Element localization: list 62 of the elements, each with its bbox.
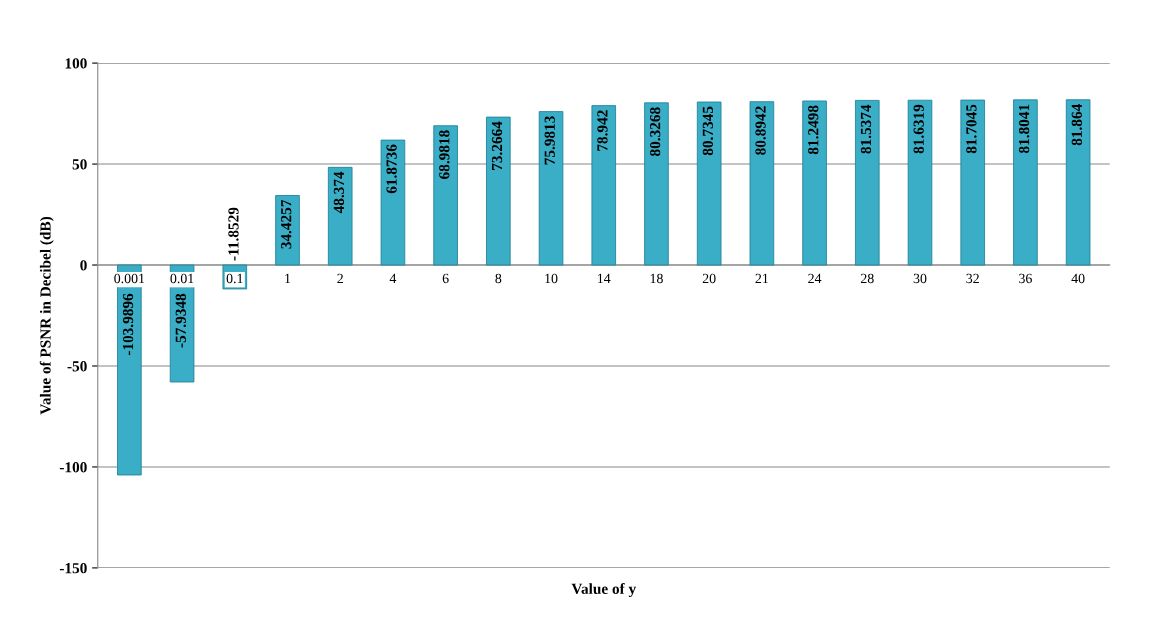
data-label: 80.7345 [702, 106, 714, 156]
bar [855, 99, 880, 266]
y-tick-label: 100 [65, 58, 87, 69]
bar [960, 99, 985, 266]
y-tick-label: -100 [59, 462, 87, 473]
data-label: 80.3268 [649, 107, 661, 157]
bar [486, 116, 511, 266]
x-tick-label: 24 [808, 273, 822, 283]
y-tick-label: -150 [59, 563, 87, 574]
x-tick-label: 0.1 [226, 273, 243, 284]
x-tick-label: 20 [702, 273, 716, 284]
data-label: 75.9813 [544, 116, 555, 165]
bar [1065, 99, 1091, 266]
y-tick-label: -50 [67, 361, 87, 372]
x-tick-label: 28 [860, 273, 874, 284]
bar [327, 166, 353, 266]
bar [433, 125, 458, 266]
y-axis-title: Value of PSNR in Decibel (dB) [39, 216, 54, 415]
data-label: 68.9818 [439, 130, 450, 179]
x-tick-label: 36 [1019, 273, 1032, 284]
data-label: 81.5374 [860, 104, 872, 154]
y-tick-label: 0 [80, 260, 87, 271]
x-tick-label: 2 [337, 273, 343, 283]
x-tick-label: 30 [913, 273, 927, 284]
bar [696, 101, 722, 266]
x-tick-label: 4 [389, 273, 397, 283]
bar [907, 99, 933, 266]
data-label: 34.4257 [281, 199, 292, 249]
bar [644, 102, 669, 266]
bar [275, 195, 300, 266]
x-tick-label: 21 [755, 273, 768, 283]
data-label: -103.9896 [122, 293, 134, 356]
bar [538, 111, 564, 266]
data-label: 81.8041 [1018, 104, 1030, 154]
data-label: 81.2498 [808, 105, 819, 155]
bar [802, 100, 827, 266]
x-tick-label: 8 [495, 273, 502, 284]
x-tick-label: 14 [598, 273, 611, 283]
data-label: 81.864 [1071, 104, 1083, 146]
x-tick-label: 0.01 [170, 273, 194, 284]
data-label: 81.6319 [913, 104, 924, 154]
data-label: -11.8529 [228, 207, 239, 261]
bar [380, 139, 406, 266]
x-tick-label: 18 [650, 273, 663, 284]
x-tick-label: 10 [545, 273, 558, 284]
data-label: 73.2664 [491, 121, 503, 170]
data-label: 61.8736 [386, 144, 397, 194]
x-tick-label: 6 [442, 273, 449, 284]
bar [749, 101, 775, 266]
x-axis-title: Value of y [571, 583, 636, 598]
y-tick-label: 50 [72, 159, 87, 170]
x-tick-label: 32 [966, 273, 979, 284]
x-tick-label: 40 [1071, 273, 1085, 284]
data-label: -57.9348 [175, 293, 186, 348]
data-label: 48.374 [333, 171, 345, 214]
data-label: 78.942 [597, 110, 608, 151]
bar [1013, 99, 1038, 266]
x-tick-label: 1 [285, 273, 291, 283]
data-label: 81.7045 [966, 104, 977, 154]
x-tick-label: 0.001 [114, 273, 145, 284]
data-label: 80.8942 [755, 106, 766, 155]
bar [591, 105, 617, 266]
